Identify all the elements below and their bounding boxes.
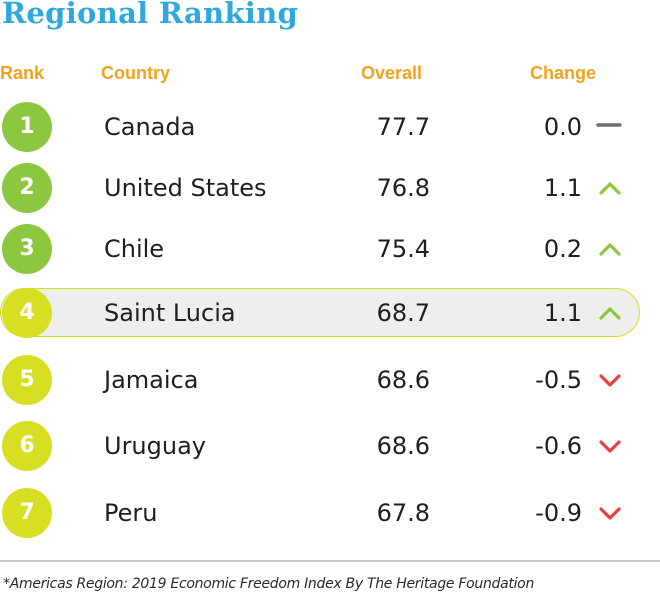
- overall-score: 75.4: [376, 235, 430, 263]
- trend-down-icon: [596, 488, 624, 538]
- overall-score: 76.8: [376, 174, 430, 202]
- footnote: *Americas Region: 2019 Economic Freedom …: [3, 576, 535, 592]
- table-row: 7 Peru 67.8 -0.9: [0, 488, 660, 544]
- change-value: 1.1: [543, 299, 582, 327]
- change-value: -0.5: [535, 366, 582, 394]
- rank-badge: 5: [2, 355, 52, 405]
- country-name: United States: [104, 174, 267, 202]
- overall-score: 67.8: [376, 499, 430, 527]
- table-row: 5 Jamaica 68.6 -0.5: [0, 355, 660, 411]
- highlight-box: [0, 288, 640, 337]
- column-header-country: Country: [101, 63, 170, 83]
- trend-up-icon: [596, 163, 624, 213]
- table-row: 4 Saint Lucia 68.7 1.1: [0, 288, 660, 344]
- change-value: 1.1: [543, 174, 582, 202]
- column-header-change: Change: [530, 63, 597, 83]
- country-name: Peru: [104, 499, 158, 527]
- trend-down-icon: [596, 355, 624, 405]
- country-name: Uruguay: [104, 432, 206, 460]
- rank-badge: 7: [2, 488, 52, 538]
- country-name: Saint Lucia: [104, 299, 236, 327]
- trend-down-icon: [596, 421, 624, 471]
- table-row: 2 United States 76.8 1.1: [0, 163, 660, 219]
- page-title: Regional Ranking: [2, 0, 299, 30]
- column-header-rank: Rank: [0, 63, 45, 83]
- country-name: Chile: [104, 235, 165, 263]
- rank-badge: 1: [2, 102, 52, 152]
- trend-flat-icon: [596, 102, 624, 152]
- country-name: Canada: [104, 113, 196, 141]
- trend-up-icon: [596, 288, 624, 338]
- overall-score: 68.6: [376, 366, 430, 394]
- overall-score: 77.7: [376, 113, 430, 141]
- change-value: -0.6: [535, 432, 582, 460]
- country-name: Jamaica: [104, 366, 199, 394]
- column-header-overall: Overall: [361, 63, 423, 83]
- table-row: 1 Canada 77.7 0.0: [0, 102, 660, 158]
- trend-up-icon: [596, 224, 624, 274]
- rank-badge: 4: [2, 288, 52, 338]
- overall-score: 68.6: [376, 432, 430, 460]
- table-row: 6 Uruguay 68.6 -0.6: [0, 421, 660, 477]
- change-value: 0.0: [543, 113, 582, 141]
- overall-score: 68.7: [376, 299, 430, 327]
- divider: [0, 560, 660, 562]
- rank-badge: 6: [2, 421, 52, 471]
- table-row: 3 Chile 75.4 0.2: [0, 224, 660, 280]
- rank-badge: 2: [2, 163, 52, 213]
- rank-badge: 3: [2, 224, 52, 274]
- change-value: -0.9: [535, 499, 582, 527]
- change-value: 0.2: [543, 235, 582, 263]
